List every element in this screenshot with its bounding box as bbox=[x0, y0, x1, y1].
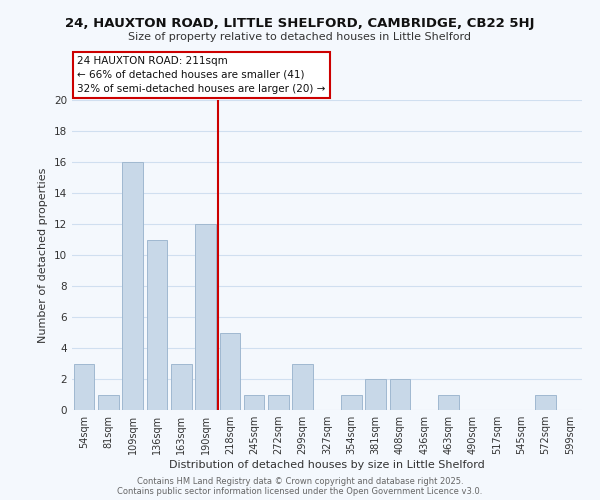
Y-axis label: Number of detached properties: Number of detached properties bbox=[38, 168, 49, 342]
Bar bbox=[244, 394, 265, 410]
Bar bbox=[341, 394, 362, 410]
Bar bbox=[365, 379, 386, 410]
Text: 24, HAUXTON ROAD, LITTLE SHELFORD, CAMBRIDGE, CB22 5HJ: 24, HAUXTON ROAD, LITTLE SHELFORD, CAMBR… bbox=[65, 18, 535, 30]
Text: Size of property relative to detached houses in Little Shelford: Size of property relative to detached ho… bbox=[128, 32, 472, 42]
Bar bbox=[438, 394, 459, 410]
Bar bbox=[98, 394, 119, 410]
Bar bbox=[122, 162, 143, 410]
Text: 24 HAUXTON ROAD: 211sqm
← 66% of detached houses are smaller (41)
32% of semi-de: 24 HAUXTON ROAD: 211sqm ← 66% of detache… bbox=[77, 56, 325, 94]
Text: Contains public sector information licensed under the Open Government Licence v3: Contains public sector information licen… bbox=[118, 488, 482, 496]
Bar bbox=[389, 379, 410, 410]
Bar bbox=[195, 224, 216, 410]
Bar bbox=[268, 394, 289, 410]
Bar bbox=[220, 332, 240, 410]
Bar bbox=[171, 364, 191, 410]
Bar bbox=[292, 364, 313, 410]
Bar bbox=[146, 240, 167, 410]
Bar bbox=[74, 364, 94, 410]
Bar bbox=[535, 394, 556, 410]
Text: Contains HM Land Registry data © Crown copyright and database right 2025.: Contains HM Land Registry data © Crown c… bbox=[137, 478, 463, 486]
X-axis label: Distribution of detached houses by size in Little Shelford: Distribution of detached houses by size … bbox=[169, 460, 485, 470]
